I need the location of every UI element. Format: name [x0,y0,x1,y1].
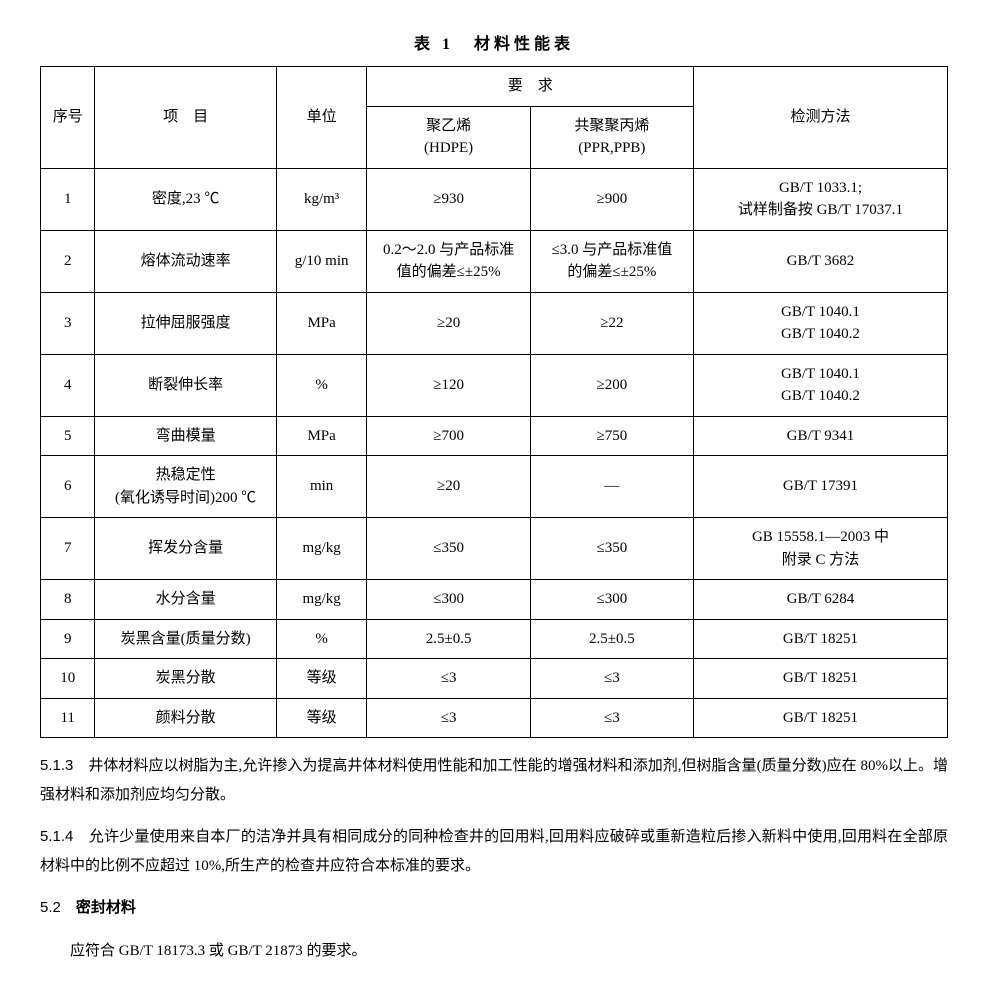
cell-ppr: ≤3 [530,698,693,738]
cell-item: 炭黑含量(质量分数) [95,619,276,659]
cell-item: 挥发分含量 [95,518,276,580]
cell-item: 颜料分散 [95,698,276,738]
section-number: 5.1.4 [40,828,73,845]
cell-ppr: 2.5±0.5 [530,619,693,659]
cell-item: 水分含量 [95,580,276,620]
cell-item: 拉伸屈服强度 [95,292,276,354]
cell-unit: kg/m³ [276,168,367,230]
cell-method: GB/T 1033.1;试样制备按 GB/T 17037.1 [693,168,947,230]
cell-hdpe: ≥930 [367,168,530,230]
cell-hdpe: 2.5±0.5 [367,619,530,659]
cell-unit: 等级 [276,659,367,699]
table-row: 2熔体流动速率g/10 min0.2～2.0 与产品标准值的偏差≤±25%≤3.… [41,230,948,292]
cell-seq: 2 [41,230,95,292]
cell-unit: MPa [276,416,367,456]
cell-method: GB/T 6284 [693,580,947,620]
th-method: 检测方法 [693,67,947,169]
cell-method: GB/T 1040.1GB/T 1040.2 [693,354,947,416]
cell-ppr: ≥22 [530,292,693,354]
table-row: 11颜料分散等级≤3≤3GB/T 18251 [41,698,948,738]
table-row: 7挥发分含量mg/kg≤350≤350GB 15558.1—2003 中附录 C… [41,518,948,580]
cell-method: GB/T 1040.1GB/T 1040.2 [693,292,947,354]
th-item: 项 目 [95,67,276,169]
cell-item: 弯曲模量 [95,416,276,456]
cell-item: 熔体流动速率 [95,230,276,292]
cell-seq: 6 [41,456,95,518]
table-row: 3拉伸屈服强度MPa≥20≥22GB/T 1040.1GB/T 1040.2 [41,292,948,354]
cell-hdpe: ≥20 [367,456,530,518]
table-row: 6热稳定性(氧化诱导时间)200 ℃min≥20—GB/T 17391 [41,456,948,518]
table-row: 5弯曲模量MPa≥700≥750GB/T 9341 [41,416,948,456]
cell-method: GB/T 3682 [693,230,947,292]
cell-ppr: ≥200 [530,354,693,416]
section-number: 5.2 [40,899,61,916]
th-req: 要 求 [367,67,694,107]
cell-seq: 8 [41,580,95,620]
table-row: 4断裂伸长率%≥120≥200GB/T 1040.1GB/T 1040.2 [41,354,948,416]
table-row: 9炭黑含量(质量分数)%2.5±0.52.5±0.5GB/T 18251 [41,619,948,659]
paragraph-5-2-text: 应符合 GB/T 18173.3 或 GB/T 21873 的要求。 [40,937,948,966]
th-seq: 序号 [41,67,95,169]
cell-hdpe: 0.2～2.0 与产品标准值的偏差≤±25% [367,230,530,292]
cell-unit: mg/kg [276,580,367,620]
cell-ppr: ≤300 [530,580,693,620]
table-title: 表 1 材料性能表 [40,30,948,54]
paragraph-5-1-4: 5.1.4 允许少量使用来自本厂的洁净并具有相同成分的同种检查井的回用料,回用料… [40,823,948,880]
cell-seq: 1 [41,168,95,230]
cell-unit: % [276,619,367,659]
section-title: 密封材料 [61,900,136,916]
cell-seq: 4 [41,354,95,416]
cell-seq: 10 [41,659,95,699]
cell-unit: g/10 min [276,230,367,292]
cell-hdpe: ≤3 [367,659,530,699]
section-number: 5.1.3 [40,757,73,774]
cell-hdpe: ≤300 [367,580,530,620]
cell-ppr: ≤350 [530,518,693,580]
paragraph-5-1-3: 5.1.3 井体材料应以树脂为主,允许掺入为提高井体材料使用性能和加工性能的增强… [40,752,948,809]
cell-method: GB 15558.1—2003 中附录 C 方法 [693,518,947,580]
cell-seq: 3 [41,292,95,354]
cell-item: 断裂伸长率 [95,354,276,416]
cell-seq: 11 [41,698,95,738]
table-row: 10炭黑分散等级≤3≤3GB/T 18251 [41,659,948,699]
cell-ppr: ≤3 [530,659,693,699]
cell-hdpe: ≥20 [367,292,530,354]
cell-unit: min [276,456,367,518]
cell-ppr: — [530,456,693,518]
cell-unit: MPa [276,292,367,354]
cell-hdpe: ≥120 [367,354,530,416]
cell-method: GB/T 9341 [693,416,947,456]
cell-item: 热稳定性(氧化诱导时间)200 ℃ [95,456,276,518]
th-hdpe: 聚乙烯(HDPE) [367,106,530,168]
cell-method: GB/T 18251 [693,619,947,659]
paragraph-text: 允许少量使用来自本厂的洁净并具有相同成分的同种检查井的回用料,回用料应破碎或重新… [40,829,948,874]
cell-seq: 5 [41,416,95,456]
cell-item: 炭黑分散 [95,659,276,699]
th-unit: 单位 [276,67,367,169]
cell-hdpe: ≤3 [367,698,530,738]
material-properties-table: 序号 项 目 单位 要 求 检测方法 聚乙烯(HDPE) 共聚聚丙烯(PPR,P… [40,66,948,738]
cell-ppr: ≥750 [530,416,693,456]
cell-method: GB/T 17391 [693,456,947,518]
cell-method: GB/T 18251 [693,659,947,699]
paragraph-text: 井体材料应以树脂为主,允许掺入为提高井体材料使用性能和加工性能的增强材料和添加剂… [40,758,948,803]
cell-hdpe: ≤350 [367,518,530,580]
cell-unit: mg/kg [276,518,367,580]
th-ppr: 共聚聚丙烯(PPR,PPB) [530,106,693,168]
cell-seq: 7 [41,518,95,580]
cell-ppr: ≥900 [530,168,693,230]
cell-hdpe: ≥700 [367,416,530,456]
cell-unit: 等级 [276,698,367,738]
cell-ppr: ≤3.0 与产品标准值的偏差≤±25% [530,230,693,292]
section-5-2-heading: 5.2 密封材料 [40,894,948,923]
cell-item: 密度,23 ℃ [95,168,276,230]
cell-method: GB/T 18251 [693,698,947,738]
table-row: 8水分含量mg/kg≤300≤300GB/T 6284 [41,580,948,620]
cell-unit: % [276,354,367,416]
cell-seq: 9 [41,619,95,659]
table-row: 1密度,23 ℃kg/m³≥930≥900GB/T 1033.1;试样制备按 G… [41,168,948,230]
